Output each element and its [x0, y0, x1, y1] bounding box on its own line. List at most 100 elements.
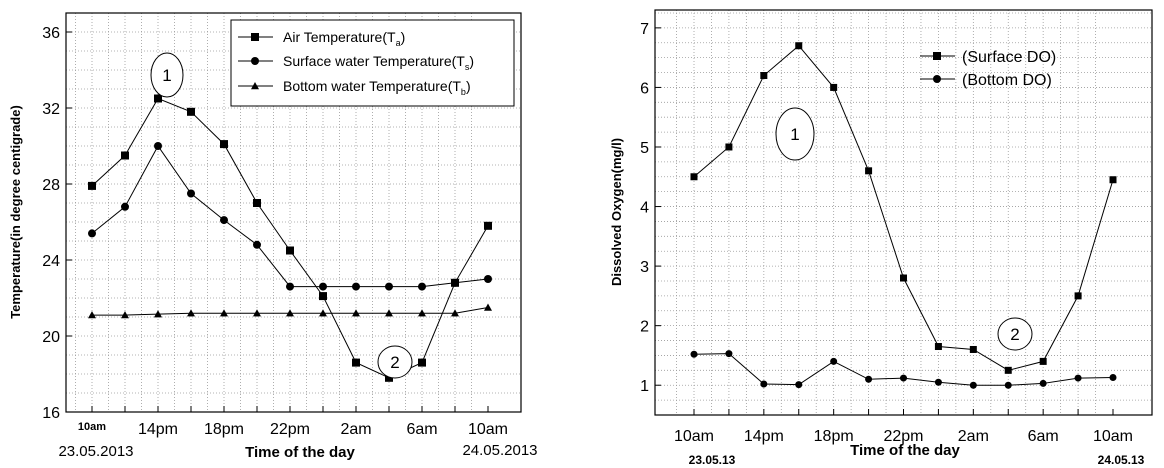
do-series-0-point [690, 173, 698, 181]
do-series-1-point [934, 378, 942, 386]
do-xtick-label: 6am [1028, 428, 1059, 445]
temp-legend-label-close-2: ) [466, 78, 471, 94]
do-series-0-point [969, 345, 977, 353]
temp-series-2-point [154, 310, 162, 318]
temp-series-0-point [187, 107, 195, 116]
temp-xtick-label: 6am [406, 421, 437, 438]
temp-series-0-point [88, 181, 96, 190]
temp-ytick-label: 28 [42, 177, 60, 194]
do-series-0-point [760, 72, 768, 80]
do-series-1-point [1109, 373, 1117, 381]
do-series-0-point [900, 274, 907, 282]
do-series-0-point [795, 42, 803, 50]
do-series-0-point [1109, 176, 1117, 184]
do-xtick-label: 10am [1093, 428, 1133, 445]
temp-series-0-point [253, 199, 261, 207]
do-ytick-label: 7 [640, 21, 649, 38]
do-annotation-1-ellipse [775, 107, 815, 161]
temp-series-0-point [484, 221, 492, 230]
do-ytick-label: 4 [640, 200, 649, 217]
temp-series-1-point [352, 282, 360, 291]
do-legend-marker-0 [933, 52, 941, 60]
temp-series-2-point [451, 309, 459, 317]
temp-series-1-point [220, 216, 228, 225]
do-annotation-2-ellipse [997, 317, 1033, 351]
temp-series-2-point [484, 303, 492, 311]
temp-series-1-point [187, 189, 195, 198]
temp-annotation-1-ellipse [150, 52, 184, 98]
temp-legend-box [230, 19, 515, 107]
temp-series-0-point [220, 140, 228, 149]
do-series-0-point [830, 83, 838, 91]
temp-series-0-point [319, 292, 327, 301]
do-annotation-1-label: 1 [790, 125, 799, 144]
do-series-1-point [690, 350, 698, 358]
temp-legend-marker-2 [251, 82, 259, 90]
temp-legend-label-1: Surface water Temperature(Ts) [283, 53, 474, 72]
temp-legend-label-close-0: ) [401, 29, 406, 45]
do-xtick-label: 10am [674, 428, 714, 445]
temp-xtick-label: 18pm [204, 421, 244, 438]
temp-series-0-point [385, 373, 393, 382]
do-annotation-2-label: 2 [1010, 325, 1019, 344]
temp-xtick-label: 10am [468, 421, 508, 438]
temp-plot-frame [65, 12, 522, 413]
temp-series-1-point [154, 142, 162, 150]
temp-series-2-point [385, 309, 393, 317]
temp-series-1-point [484, 275, 492, 283]
temp-annotation-2-label: 2 [390, 353, 399, 372]
do-ytick-label: 5 [640, 140, 649, 157]
temp-xtick-label: 10am [78, 421, 106, 433]
temp-ytick-label: 32 [42, 101, 60, 118]
temp-series-2-point [220, 309, 228, 317]
temp-date-end: 24.05.2013 [462, 442, 537, 459]
do-series-1-point [795, 381, 803, 389]
temp-series-2-point [319, 309, 327, 317]
temp-ytick-label: 36 [42, 25, 60, 42]
temp-series-2-point [352, 309, 360, 317]
temp-series-1-point [286, 282, 294, 291]
temp-annotation-2-ellipse [377, 345, 413, 379]
do-series-1-point [865, 375, 873, 383]
temp-series-1-point [418, 282, 426, 291]
temp-legend-label-close-1: ) [469, 53, 474, 69]
temp-ytick-label: 16 [42, 405, 60, 422]
do-series-1-point [760, 380, 768, 388]
temp-legend-label-subscript-0: a [396, 38, 401, 48]
temp-series-0-point [286, 246, 294, 255]
do-series-1-point [1004, 381, 1012, 389]
temp-series-0-point [121, 151, 129, 160]
temp-date-start: 23.05.2013 [58, 443, 133, 460]
do-legend-marker-1 [933, 75, 941, 83]
temp-series-1-point [88, 229, 96, 238]
do-series-0-point [1074, 292, 1082, 300]
temp-legend-label-text-1: Surface water Temperature(T [283, 53, 465, 69]
do-xtick-label: 22pm [883, 428, 923, 445]
do-ytick-label: 6 [640, 80, 649, 97]
do-series-0-point [934, 343, 942, 351]
do-xtick-label: 18pm [814, 428, 854, 445]
temp-series-1-point [319, 282, 327, 291]
do-legend-label-1: (Bottom DO) [962, 72, 1052, 89]
temp-series-0-point [352, 358, 360, 367]
do-xaxis-title: Time of the day [850, 442, 960, 459]
temp-series-1-point [253, 240, 261, 249]
temp-legend-label-text-2: Bottom water Temperature(T [283, 78, 461, 94]
temp-series-0-point [418, 358, 426, 367]
temp-series-2-point [88, 311, 96, 319]
do-xtick-label: 14pm [744, 428, 784, 445]
temp-legend-label-subscript-2: b [461, 87, 466, 97]
do-xtick-label: 2am [958, 428, 989, 445]
temp-xtick-label: 22pm [270, 421, 310, 438]
temp-series-2-point [187, 309, 195, 317]
do-series-1-point [900, 374, 907, 382]
do-ytick-label: 2 [640, 319, 649, 336]
do-date-start: 23.05.13 [689, 453, 736, 467]
temp-annotation-1-label: 1 [162, 66, 171, 85]
do-series-0-point [725, 143, 733, 151]
do-series-1-point [1074, 374, 1082, 382]
do-series-1-point [1039, 379, 1047, 387]
do-legend-label-0: (Surface DO) [962, 49, 1056, 66]
